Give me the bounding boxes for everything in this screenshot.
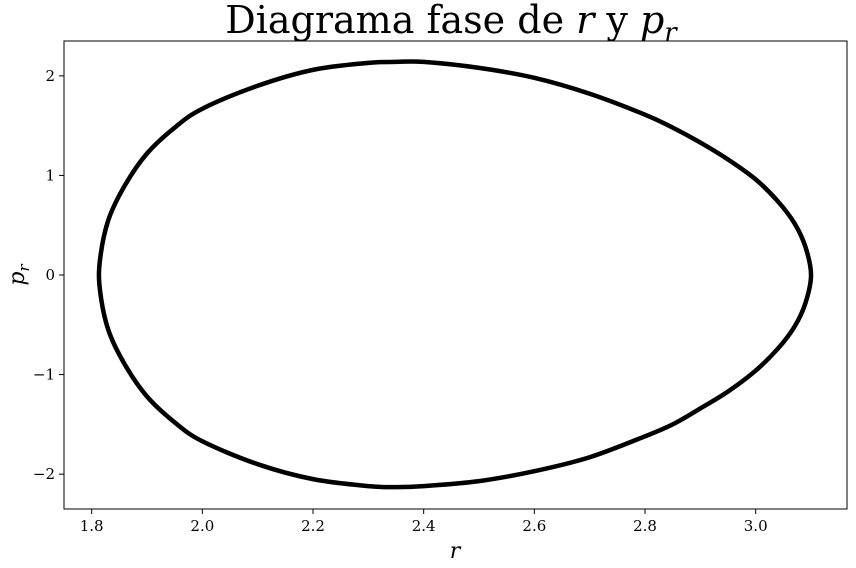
x-tick-label: 1.8 (80, 517, 104, 535)
title-conjunction: y (594, 0, 640, 42)
y-axis-label-subscript: r (15, 264, 33, 272)
x-tick-label: 3.0 (744, 517, 768, 535)
title-var-p-subscript: r (664, 18, 678, 48)
chart-title: Diagrama fase de r y pr (225, 0, 678, 48)
x-axis-ticks: 1.8 2.0 2.2 2.4 2.6 2.8 3.0 (80, 509, 768, 535)
y-tick-label: 1 (45, 166, 55, 184)
x-tick-label: 2.4 (412, 517, 436, 535)
x-tick-label: 2.6 (522, 517, 546, 535)
plot-area (63, 40, 848, 510)
y-tick-label: −2 (33, 465, 55, 483)
phase-orbit-line (96, 59, 814, 490)
y-axis-ticks: 2 1 0 −1 −2 (33, 67, 64, 483)
y-tick-label: 2 (45, 67, 55, 85)
title-prefix: Diagrama fase de (225, 0, 576, 42)
title-var-p: p (640, 0, 664, 42)
y-tick-label: −1 (33, 366, 55, 384)
y-tick-label: 0 (45, 266, 55, 284)
x-tick-label: 2.0 (190, 517, 214, 535)
x-tick-label: 2.2 (301, 517, 325, 535)
y-axis-label: pr (5, 264, 33, 286)
x-tick-label: 2.8 (633, 517, 657, 535)
x-axis-label: r (450, 539, 462, 564)
plot-frame (63, 40, 848, 510)
title-var-r: r (576, 0, 597, 42)
y-axis-label-main: p (5, 272, 30, 286)
